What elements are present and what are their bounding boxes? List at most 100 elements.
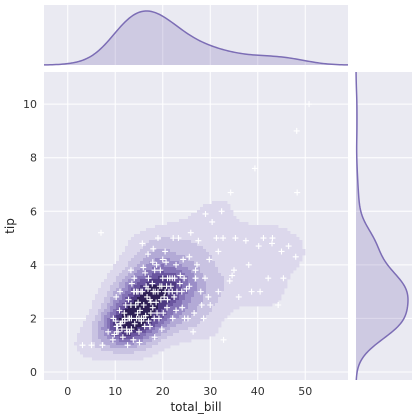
kde-cell [152,309,156,313]
kde-cell [149,294,153,298]
kde-cell [158,249,162,253]
kde-cell [143,315,147,319]
kde-cell [179,309,183,313]
kde-cell [161,234,165,238]
kde-cell [197,282,201,286]
kde-cell [218,258,222,262]
kde-cell [155,231,159,235]
kde-cell [287,258,291,262]
kde-cell [212,225,216,229]
kde-cell [95,330,99,334]
scatter-point [149,280,156,287]
scatter-point [144,293,151,300]
kde-cell [221,282,225,286]
kde-cell [98,294,102,298]
kde-cell [134,258,138,262]
kde-cell [191,285,195,289]
kde-cell [119,294,123,298]
kde-cell [131,267,135,271]
kde-cell [158,264,162,268]
kde-cell [191,318,195,322]
kde-cell [200,234,204,238]
kde-cell [122,270,126,274]
kde-cell [104,294,108,298]
scatter-point [155,288,161,295]
kde-cell [197,324,201,328]
kde-cell [215,207,219,211]
kde-cell [203,231,207,235]
kde-cell [242,264,246,268]
kde-cell [191,267,195,271]
kde-cell [260,243,264,247]
kde-cell [92,345,96,349]
kde-cell [119,285,123,289]
kde-cell [269,279,273,283]
kde-cell [149,330,153,334]
kde-cell [248,282,252,286]
kde-cell [272,225,276,229]
kde-cell [203,315,207,319]
kde-cell [161,324,165,328]
kde-cell [203,249,207,253]
kde-cell [221,222,225,226]
kde-cell [269,297,273,301]
kde-cell [272,255,276,259]
kde-cell [224,312,228,316]
kde-cell [266,288,270,292]
kde-cell [269,261,273,265]
kde-cell [212,255,216,259]
kde-cell [131,321,135,325]
kde-cell [236,261,240,265]
kde-cell [182,249,186,253]
kde-cell [191,219,195,223]
kde-cell [206,333,210,337]
kde-cell [140,264,144,268]
kde-cell [269,225,273,229]
kde-cell [131,258,135,262]
kde-cell [227,243,231,247]
kde-cell [224,210,228,214]
kde-cell [146,270,150,274]
kde-cell [230,309,234,313]
kde-cell [113,288,117,292]
kde-cell [176,318,180,322]
kde-cell [197,279,201,283]
kde-cell [173,330,177,334]
kde-cell [92,306,96,310]
kde-cell [218,201,222,205]
marginal-x-density-fill [44,11,348,65]
kde-cell [239,243,243,247]
kde-cell [209,231,213,235]
kde-cell [149,348,153,352]
kde-cell [182,309,186,313]
kde-cell [122,339,126,343]
kde-cell [182,270,186,274]
kde-cell [164,240,168,244]
kde-cell [95,342,99,346]
kde-cell [158,243,162,247]
kde-cell [266,297,270,301]
kde-cell [113,300,117,304]
kde-cell [290,252,294,256]
kde-cell [98,327,102,331]
kde-cell [170,318,174,322]
kde-cell [191,336,195,340]
kde-cell [275,240,279,244]
kde-cell [281,288,285,292]
scatter-point [145,251,152,258]
kde-cell [227,291,231,295]
kde-cell [200,330,204,334]
kde-cell [257,276,261,280]
kde-cell [215,264,219,268]
kde-cell [215,312,219,316]
kde-cell [215,222,219,226]
kde-cell [155,282,159,286]
kde-cell [149,342,153,346]
kde-cell [80,327,84,331]
marginal-x-background [44,5,348,65]
kde-cell [131,339,135,343]
kde-cell [230,237,234,241]
kde-cell [95,303,99,307]
kde-cell [110,291,114,295]
kde-cell [98,321,102,325]
